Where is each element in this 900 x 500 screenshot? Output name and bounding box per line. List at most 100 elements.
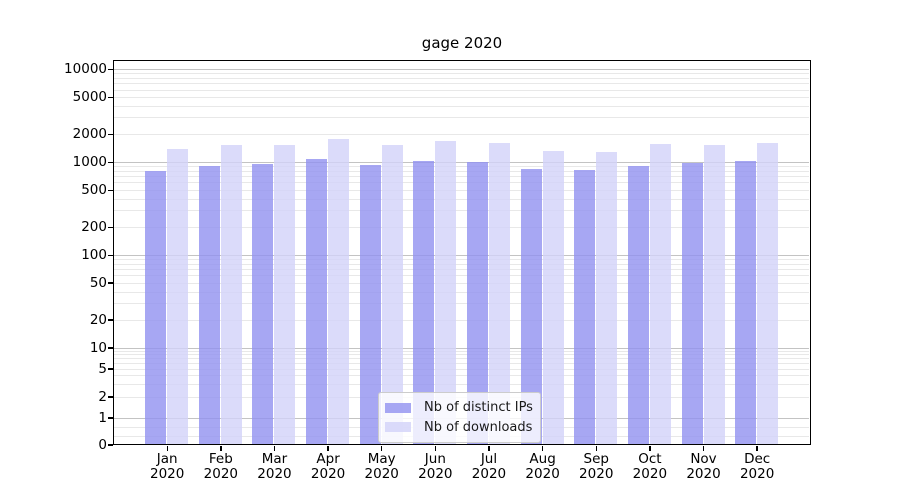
- legend-item-distinct-ips: Nb of distinct IPs: [385, 400, 534, 415]
- bar-downloads-jul: [488, 142, 510, 444]
- bar-downloads-may: [381, 145, 403, 444]
- legend-label-downloads: Nb of downloads: [424, 419, 533, 435]
- x-tick-label: Sep 2020: [579, 451, 614, 482]
- bar-downloads-feb: [220, 144, 242, 444]
- gridline-major: [114, 161, 809, 163]
- gridline-major: [114, 254, 809, 256]
- bar-downloads-nov: [703, 145, 725, 444]
- gridline-minor: [114, 275, 809, 277]
- gridline-minor: [114, 166, 809, 168]
- y-tick-label: 200: [81, 219, 107, 236]
- gridline-minor: [114, 263, 809, 265]
- gridline-minor: [114, 303, 809, 305]
- gridline-minor: [114, 363, 809, 365]
- y-tick-mark: [108, 254, 113, 256]
- y-tick-mark: [108, 368, 113, 370]
- x-tick-label: Oct 2020: [632, 451, 668, 482]
- gridline-minor: [114, 105, 809, 107]
- y-tick-mark: [108, 444, 113, 446]
- legend: Nb of distinct IPs Nb of downloads: [378, 392, 541, 443]
- gridline-minor: [114, 319, 809, 321]
- bar-distinct-ips-dec: [735, 161, 757, 444]
- y-tick-mark: [108, 96, 113, 99]
- gridline-minor: [114, 182, 809, 184]
- gridline-minor: [114, 375, 809, 377]
- y-tick-label: 10000: [64, 61, 107, 78]
- plot-area: [113, 60, 811, 445]
- x-tick-mark: [327, 446, 329, 451]
- gridline-major: [114, 347, 809, 349]
- gridline-minor: [114, 133, 809, 135]
- gridline-minor: [114, 189, 809, 191]
- gridline-minor: [114, 77, 809, 79]
- x-tick-label: Jun 2020: [418, 451, 453, 482]
- x-tick-label: Jul 2020: [471, 451, 507, 482]
- gridline-minor: [114, 210, 809, 212]
- bar-downloads-oct: [649, 143, 671, 444]
- x-tick-mark: [541, 446, 544, 451]
- bar-downloads-mar: [274, 145, 296, 444]
- y-tick-label: 2000: [72, 126, 107, 143]
- gridline-minor: [114, 350, 809, 352]
- legend-swatch-downloads: [385, 422, 411, 433]
- y-tick-label: 1: [98, 410, 107, 427]
- x-tick-label: Dec 2020: [739, 451, 775, 482]
- legend-label-distinct-ips: Nb of distinct IPs: [424, 400, 533, 416]
- bar-downloads-jun: [435, 140, 457, 444]
- gridline-minor: [114, 384, 809, 386]
- bar-distinct-ips-feb: [198, 166, 220, 444]
- gridline-minor: [114, 198, 809, 200]
- bar-distinct-ips-jul: [466, 161, 488, 444]
- y-tick-label: 5: [98, 361, 107, 378]
- y-tick-mark: [108, 189, 113, 191]
- gridline-minor: [114, 291, 809, 293]
- gridline-minor: [114, 96, 809, 98]
- y-tick-mark: [108, 417, 113, 419]
- y-tick-mark: [108, 396, 113, 398]
- gridline-major: [114, 68, 809, 70]
- x-tick-label: Apr 2020: [310, 451, 346, 482]
- y-tick-label: 20: [89, 312, 107, 329]
- legend-item-downloads: Nb of downloads: [385, 420, 534, 435]
- bar-distinct-ips-apr: [306, 158, 328, 444]
- chart-title: gage 2020: [421, 34, 503, 52]
- gridline-minor: [114, 354, 809, 356]
- y-tick-label: 100: [81, 247, 107, 264]
- y-tick-label: 50: [89, 275, 107, 292]
- y-tick-mark: [108, 133, 113, 136]
- y-tick-label: 10: [89, 340, 107, 357]
- x-tick-mark: [702, 446, 705, 451]
- y-tick-mark: [108, 347, 113, 349]
- bar-downloads-aug: [542, 151, 564, 444]
- x-tick-label: Feb 2020: [203, 451, 238, 482]
- gridline-minor: [114, 117, 809, 119]
- gridline-minor: [114, 258, 809, 260]
- y-tick-label: 5000: [72, 89, 107, 106]
- gridline-minor: [114, 282, 809, 284]
- gridline-minor: [114, 368, 809, 370]
- x-tick-label: Aug 2020: [525, 451, 560, 482]
- bar-distinct-ips-oct: [627, 166, 649, 444]
- bar-downloads-sep: [596, 151, 618, 444]
- bar-distinct-ips-jun: [413, 160, 435, 444]
- x-tick-mark: [488, 446, 490, 451]
- gridline-minor: [114, 83, 809, 85]
- gridline-minor: [114, 269, 809, 271]
- gridline-minor: [114, 170, 809, 172]
- gridline-minor: [114, 73, 809, 75]
- x-tick-label: Jan 2020: [150, 451, 185, 482]
- bar-distinct-ips-jan: [145, 171, 167, 444]
- gridline-minor: [114, 176, 809, 178]
- bar-distinct-ips-may: [359, 164, 381, 444]
- x-tick-mark: [434, 446, 437, 451]
- gridline-minor: [114, 226, 809, 228]
- legend-swatch-distinct-ips: [385, 402, 411, 413]
- bar-distinct-ips-sep: [574, 170, 596, 444]
- x-tick-mark: [756, 446, 758, 451]
- y-tick-label: 500: [81, 182, 107, 199]
- x-tick-mark: [381, 446, 383, 451]
- x-tick-label: Nov 2020: [686, 451, 721, 482]
- y-tick-label: 1000: [72, 154, 107, 171]
- gridline-minor: [114, 89, 809, 91]
